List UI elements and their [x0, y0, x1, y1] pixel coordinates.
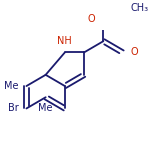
Text: O: O	[131, 47, 138, 57]
Text: Me: Me	[4, 81, 18, 91]
Text: CH₃: CH₃	[131, 3, 149, 13]
Text: O: O	[88, 14, 95, 24]
Text: Br: Br	[8, 104, 18, 114]
Text: Me: Me	[38, 103, 53, 113]
Text: NH: NH	[57, 36, 72, 46]
